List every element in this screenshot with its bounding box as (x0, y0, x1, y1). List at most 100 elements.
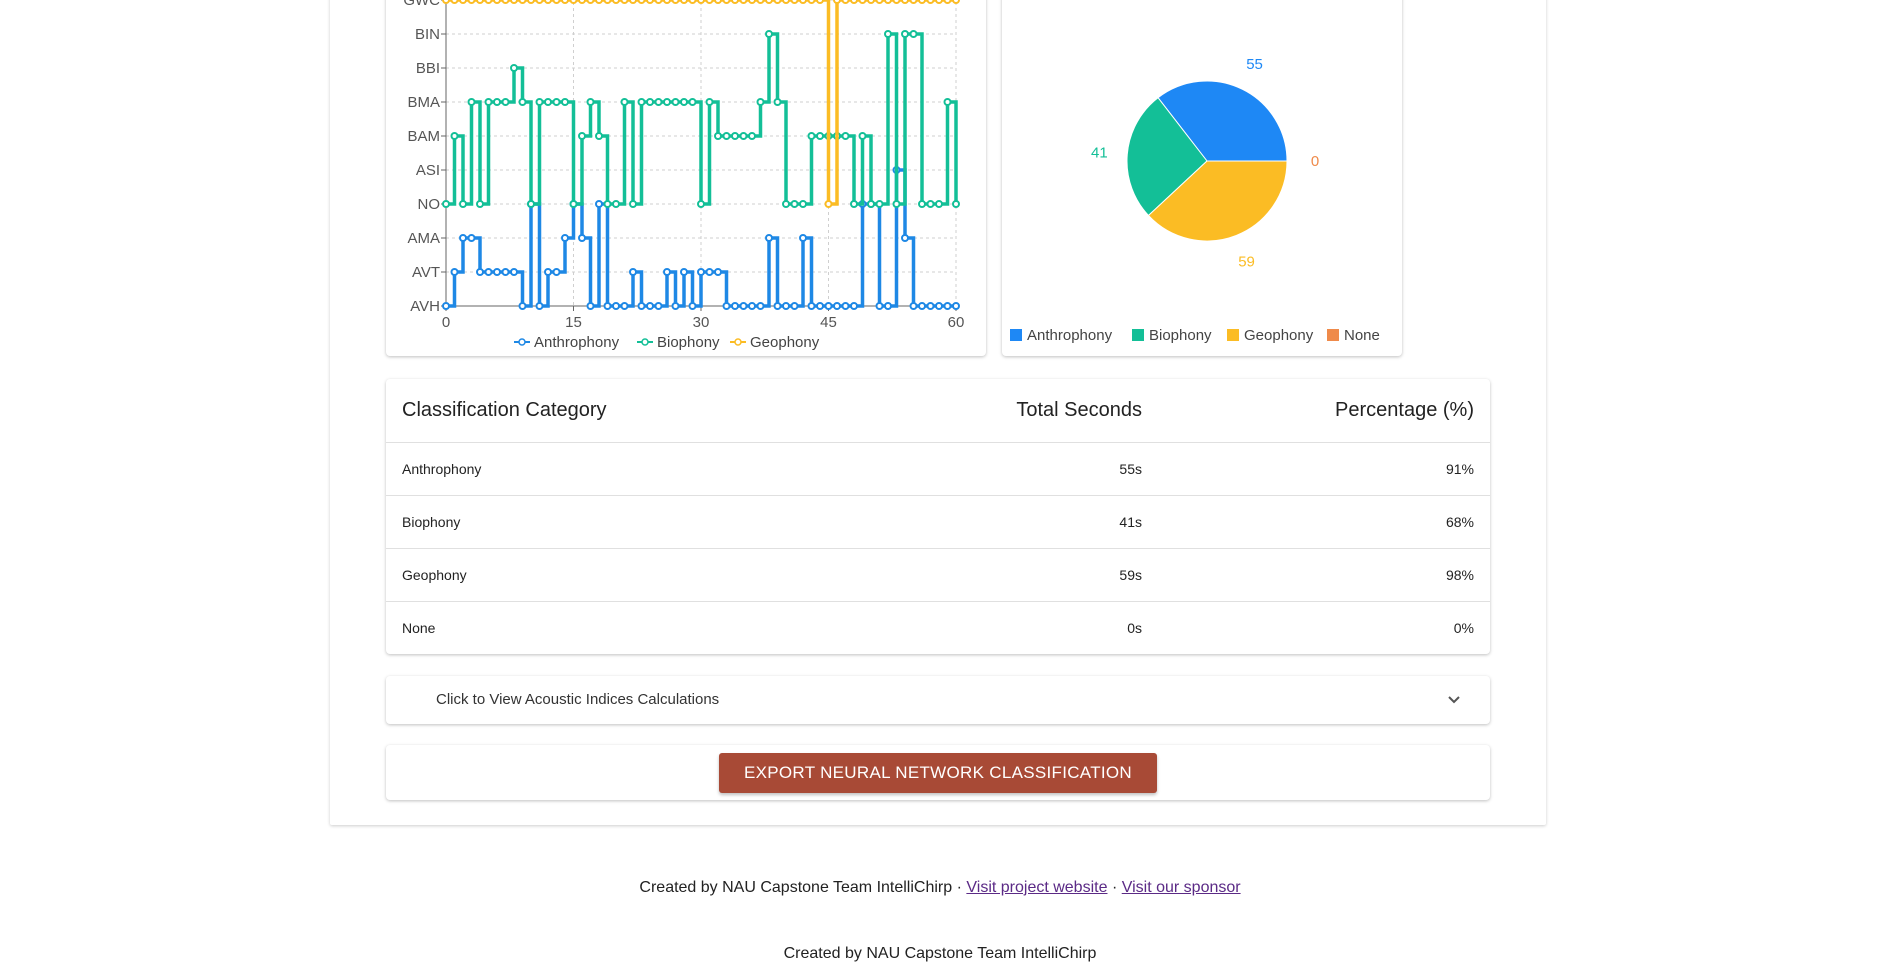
data-point-anthrophony (884, 302, 892, 310)
data-point-geophony (731, 0, 739, 4)
accordion-label: Click to View Acoustic Indices Calculati… (436, 691, 720, 708)
data-point-anthrophony (578, 234, 586, 242)
data-point-biophony (867, 200, 875, 208)
acoustic-indices-accordion[interactable]: Click to View Acoustic Indices Calculati… (386, 676, 1490, 724)
data-point-geophony (484, 0, 493, 4)
data-point-anthrophony (824, 302, 833, 310)
classification-pie-card: 55 41 59 0 Anthrophony Biophony Geophony None (1002, 0, 1402, 356)
data-point-biophony (773, 98, 782, 106)
data-point-anthrophony (518, 302, 527, 310)
data-point-anthrophony (493, 268, 501, 276)
series-line-biophony (446, 32, 958, 206)
data-point-geophony (646, 0, 654, 4)
legend-label: Anthrophony (534, 334, 620, 351)
pie-value-label: 0 (1311, 153, 1319, 170)
data-point-anthrophony (722, 302, 731, 310)
data-point-geophony (884, 0, 892, 4)
data-point-biophony (697, 200, 705, 208)
data-point-biophony (527, 200, 535, 208)
data-point-biophony (782, 200, 790, 208)
data-point-biophony (680, 98, 688, 106)
data-point-anthrophony (841, 302, 850, 310)
data-point-biophony (654, 98, 663, 106)
data-point-biophony (909, 30, 918, 38)
data-point-biophony (535, 98, 544, 106)
data-point-geophony (841, 0, 850, 4)
pie-slice-biophony (1126, 97, 1208, 217)
data-point-biophony (731, 132, 739, 140)
data-point-biophony (450, 132, 459, 140)
table-header-row: Classification Category Total Seconds Pe… (386, 379, 1490, 443)
data-point-biophony (850, 200, 858, 208)
data-point-anthrophony (680, 268, 688, 276)
data-point-geophony (493, 0, 501, 4)
data-point-anthrophony (739, 302, 748, 310)
data-point-anthrophony (612, 302, 620, 310)
pie-value-label: 55 (1246, 56, 1263, 73)
data-point-geophony (535, 0, 544, 4)
data-point-anthrophony (442, 302, 450, 310)
y-tick-label: BMA (407, 94, 440, 111)
data-point-anthrophony (484, 268, 493, 276)
data-point-anthrophony (586, 302, 595, 310)
data-point-biophony (518, 98, 527, 106)
data-point-geophony (629, 0, 637, 4)
data-point-biophony (552, 98, 561, 106)
data-point-anthrophony (637, 302, 646, 310)
data-point-anthrophony (467, 234, 476, 242)
pie-slice-anthrophony (1157, 80, 1288, 162)
data-point-geophony (739, 0, 748, 4)
data-point-geophony (714, 0, 722, 4)
data-point-geophony (799, 0, 807, 4)
data-point-biophony (459, 200, 467, 208)
classification-timeline-card: AVH AVT AMA NO ASI BAM BMA BBI BIN GWC 0 15 30 45 60 A… (386, 0, 986, 356)
data-point-geophony (510, 0, 518, 4)
y-tick-label: BAM (407, 128, 440, 145)
x-tick-label: 0 (442, 314, 450, 331)
data-point-biophony (646, 98, 654, 106)
data-point-biophony (561, 98, 569, 106)
legend-item-anthrophony: Anthrophony (1010, 327, 1113, 344)
data-point-anthrophony (714, 268, 722, 276)
data-point-geophony (858, 0, 867, 4)
data-point-geophony (527, 0, 535, 4)
data-point-geophony (442, 0, 450, 4)
data-point-geophony (612, 0, 620, 4)
sponsor-link[interactable]: Visit our sponsor (1121, 879, 1241, 896)
data-point-anthrophony (603, 302, 612, 310)
data-point-biophony (858, 132, 867, 140)
data-point-anthrophony (875, 302, 884, 310)
legend-label: Geophony (750, 334, 820, 351)
y-tick-label: BBI (416, 60, 440, 77)
data-point-anthrophony (952, 302, 960, 310)
data-point-geophony (671, 0, 680, 4)
chevron-down-icon[interactable] (1444, 690, 1464, 710)
data-point-biophony (569, 200, 578, 208)
data-point-biophony (790, 200, 799, 208)
pie-slice-geophony (1147, 160, 1288, 242)
data-point-geophony (867, 0, 875, 4)
header-total-seconds: Total Seconds (886, 379, 1158, 443)
data-point-biophony (476, 200, 484, 208)
export-classification-button[interactable]: EXPORT NEURAL NETWORK CLASSIFICATION (719, 753, 1157, 793)
data-point-anthrophony (926, 302, 935, 310)
project-website-link[interactable]: Visit project website (966, 879, 1108, 896)
y-tick-label: AMA (407, 230, 440, 247)
y-tick-label: BIN (415, 26, 440, 43)
data-point-biophony (765, 30, 773, 38)
footer: Created by NAU Capstone Team IntelliChir… (0, 879, 1880, 897)
data-point-biophony (671, 98, 680, 106)
data-point-biophony (714, 132, 722, 140)
data-point-anthrophony (501, 268, 510, 276)
data-point-biophony (501, 98, 510, 106)
data-point-geophony (901, 0, 909, 4)
data-point-anthrophony (731, 302, 739, 310)
data-point-anthrophony (535, 302, 544, 310)
legend-swatch (1327, 329, 1339, 341)
data-point-anthrophony (748, 302, 756, 310)
data-point-biophony (756, 98, 765, 106)
data-point-anthrophony (799, 234, 807, 242)
x-tick-label: 60 (948, 314, 965, 331)
data-point-biophony (952, 200, 960, 208)
data-point-geophony (773, 0, 782, 4)
